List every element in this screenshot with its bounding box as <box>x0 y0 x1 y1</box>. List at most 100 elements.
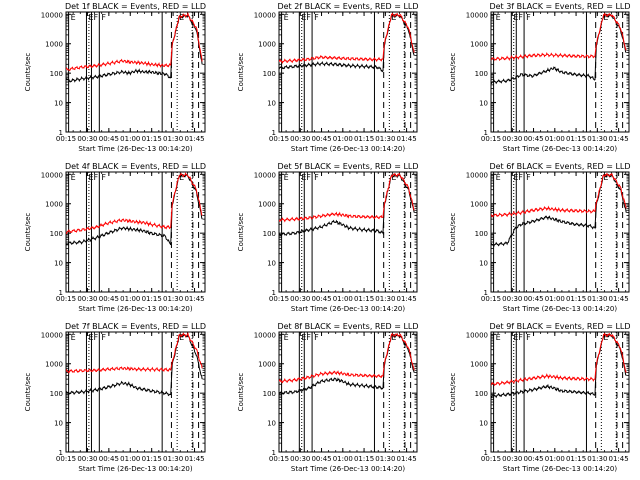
chart-title: Det 3f BLACK = Events, RED = LLD <box>489 2 630 11</box>
x-tick-label: 00:30 <box>290 295 310 303</box>
chart-title: Det 6f BLACK = Events, RED = LLD <box>489 162 630 171</box>
y-tick-label: 1000 <box>45 361 63 369</box>
y-tick-label: 100 <box>475 230 488 238</box>
y-tick-label: 10 <box>267 420 276 428</box>
y-tick-label: 100 <box>263 70 276 78</box>
y-tick-label: 10000 <box>254 11 276 19</box>
chart-panel-6: Det 6f BLACK = Events, RED = LLD Counts/s… <box>449 162 631 313</box>
chart-title: Det 7f BLACK = Events, RED = LLD <box>65 322 206 331</box>
x-tick-label: 01:15 <box>354 455 374 463</box>
event-annotation: F <box>101 13 106 22</box>
event-annotation: F <box>101 333 106 342</box>
event-annotation: E <box>513 173 518 182</box>
x-tick-label: 01:30 <box>163 455 183 463</box>
x-tick-label: 00:15 <box>56 455 76 463</box>
x-tick-label: 01:15 <box>142 295 162 303</box>
x-axis-label: Start Time (26-Dec-13 00:14:20) <box>78 465 192 473</box>
chart-title: Det 9f BLACK = Events, RED = LLD <box>489 322 630 331</box>
y-tick-label: 10 <box>54 260 63 268</box>
y-axis-label: Counts/sec <box>237 53 245 92</box>
x-tick-label: 00:15 <box>481 135 501 143</box>
x-tick-label: 01:45 <box>184 295 204 303</box>
event-annotation: F <box>93 333 98 342</box>
y-tick-label: 10 <box>479 260 488 268</box>
event-annotation: E <box>603 333 608 342</box>
chart-title: Det 8f BLACK = Events, RED = LLD <box>277 322 418 331</box>
event-annotation: E <box>496 13 501 22</box>
event-annotation: E <box>391 173 396 182</box>
y-tick-label: 100 <box>50 390 63 398</box>
chart-title: Det 2f BLACK = Events, RED = LLD <box>277 2 418 11</box>
y-tick-label: 1000 <box>470 361 488 369</box>
chart-panel-3: Det 3f BLACK = Events, RED = LLD Counts/s… <box>449 2 631 153</box>
x-tick-label: 01:00 <box>120 295 140 303</box>
y-tick-label: 1 <box>484 449 488 457</box>
x-tick-label: 01:15 <box>142 135 162 143</box>
y-axis-label: Counts/sec <box>24 53 32 92</box>
x-axis-label: Start Time (26-Dec-13 00:14:20) <box>291 465 405 473</box>
x-tick-label: 00:30 <box>77 135 97 143</box>
y-tick-label: 10000 <box>254 171 276 179</box>
event-annotation: F <box>306 333 311 342</box>
event-annotation: E <box>301 173 306 182</box>
y-tick-label: 1000 <box>470 41 488 49</box>
event-annotation: E <box>496 333 501 342</box>
x-tick-label: 00:45 <box>311 135 331 143</box>
x-tick-label: 00:45 <box>523 135 543 143</box>
x-tick-label: 01:15 <box>142 455 162 463</box>
series-line-lld <box>66 332 203 374</box>
x-tick-label: 00:15 <box>56 295 76 303</box>
event-annotation: F <box>314 173 319 182</box>
event-annotation: E <box>179 333 184 342</box>
x-tick-label: 01:30 <box>375 455 395 463</box>
event-annotation: E <box>284 173 289 182</box>
event-annotation: E <box>71 173 76 182</box>
x-axis-label: Start Time (26-Dec-13 00:14:20) <box>503 305 617 313</box>
x-tick-label: 01:30 <box>587 455 607 463</box>
x-axis-label: Start Time (26-Dec-13 00:14:20) <box>291 145 405 153</box>
series-line-lld <box>66 172 203 235</box>
y-tick-label: 1000 <box>258 41 276 49</box>
chart-title: Det 5f BLACK = Events, RED = LLD <box>277 162 418 171</box>
x-tick-label: 01:15 <box>566 295 586 303</box>
series-line-lld <box>491 13 627 62</box>
x-tick-label: 00:15 <box>269 455 289 463</box>
x-tick-label: 01:00 <box>333 455 353 463</box>
chart-panel-1: Det 1f BLACK = Events, RED = LLD Counts/s… <box>24 2 206 153</box>
series-line-lld <box>279 172 415 223</box>
y-tick-label: 1 <box>272 129 276 137</box>
x-axis-label: Start Time (26-Dec-13 00:14:20) <box>78 145 192 153</box>
y-axis-label: Counts/sec <box>24 373 32 412</box>
event-annotation: E <box>88 333 93 342</box>
event-annotation: E <box>301 13 306 22</box>
chart-panel-9: Det 9f BLACK = Events, RED = LLD Counts/s… <box>449 322 631 473</box>
x-tick-label: 01:00 <box>120 455 140 463</box>
series-line-lld <box>279 333 415 384</box>
x-tick-label: 01:45 <box>397 455 417 463</box>
y-axis-label: Counts/sec <box>449 213 457 252</box>
x-tick-label: 00:45 <box>99 135 119 143</box>
event-annotation: F <box>518 13 523 22</box>
x-tick-label: 01:30 <box>375 135 395 143</box>
x-tick-label: 00:15 <box>269 135 289 143</box>
y-tick-label: 10000 <box>41 11 63 19</box>
x-tick-label: 01:30 <box>587 135 607 143</box>
y-tick-label: 100 <box>50 230 63 238</box>
y-tick-label: 1000 <box>45 41 63 49</box>
x-tick-label: 01:45 <box>609 135 629 143</box>
x-tick-label: 00:15 <box>56 135 76 143</box>
x-tick-label: 01:45 <box>609 455 629 463</box>
y-tick-label: 1000 <box>45 201 63 209</box>
x-axis-label: Start Time (26-Dec-13 00:14:20) <box>503 465 617 473</box>
y-tick-label: 100 <box>475 70 488 78</box>
y-tick-label: 10000 <box>254 331 276 339</box>
y-tick-label: 1 <box>59 289 63 297</box>
x-tick-label: 00:15 <box>481 295 501 303</box>
x-tick-label: 01:15 <box>354 135 374 143</box>
series-line-lld <box>491 332 627 387</box>
chart-panel-8: Det 8f BLACK = Events, RED = LLD Counts/s… <box>237 322 419 473</box>
y-tick-label: 100 <box>475 390 488 398</box>
x-tick-label: 00:30 <box>502 135 522 143</box>
x-tick-label: 01:45 <box>397 295 417 303</box>
